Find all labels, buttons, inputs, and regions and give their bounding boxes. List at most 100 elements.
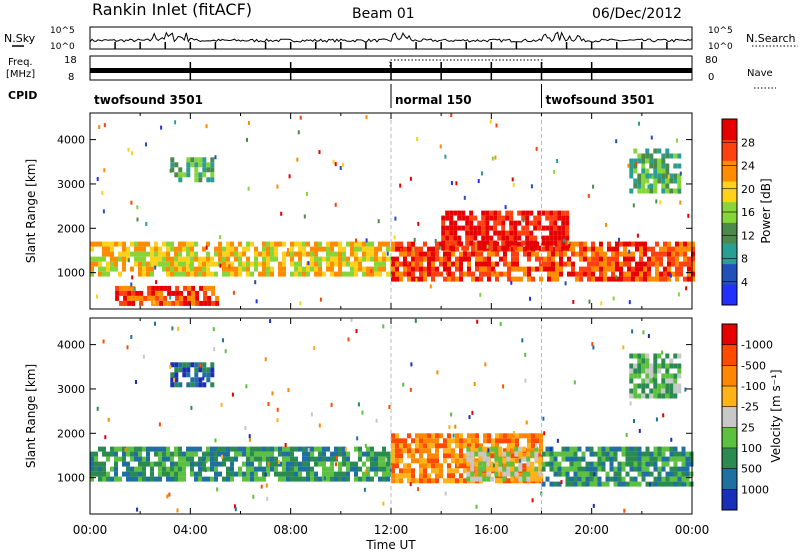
heatmap-cell: [637, 173, 642, 179]
heatmap-cell: [539, 433, 543, 439]
heatmap-cell: [461, 210, 466, 216]
heatmap-cell: [330, 246, 334, 252]
heatmap-cell: [521, 240, 526, 246]
heatmap-cell: [447, 478, 451, 484]
heatmap-cell: [479, 261, 483, 267]
heatmap-cell: [247, 121, 250, 125]
heatmap-cell: [567, 256, 571, 262]
heatmap-cell: [222, 246, 226, 252]
heatmap-cell: [282, 266, 286, 272]
heatmap-cell: [635, 276, 639, 282]
heatmap-cell: [619, 266, 623, 272]
heatmap-cell: [174, 382, 179, 388]
heatmap-cell: [166, 456, 170, 462]
heatmap-cell: [222, 451, 226, 457]
heatmap-cell: [691, 276, 695, 282]
heatmap-cell: [541, 225, 546, 231]
heatmap-cell: [649, 188, 654, 194]
heatmap-cell: [469, 220, 474, 226]
heatmap-cell: [306, 241, 310, 247]
colorbar-swatch: [722, 406, 737, 428]
heatmap-cell: [169, 168, 172, 173]
heatmap-cell: [170, 451, 174, 457]
heatmap-cell: [511, 276, 515, 282]
heatmap-cell: [631, 266, 635, 272]
heatmap-cell: [342, 476, 346, 482]
heatmap-cell: [151, 295, 156, 301]
heatmap-cell: [362, 461, 366, 467]
heatmap-cell: [486, 461, 491, 467]
heatmap-cell: [96, 177, 99, 181]
heatmap-cell: [246, 451, 250, 457]
heatmap-cell: [419, 271, 423, 277]
heatmap-cell: [435, 241, 439, 247]
heatmap-cell: [483, 266, 487, 272]
heatmap-cell: [587, 261, 591, 267]
heatmap-cell: [118, 446, 122, 452]
heatmap-cell: [467, 433, 471, 439]
heatmap-cell: [481, 215, 486, 221]
heatmap-cell: [615, 241, 619, 247]
colorbar-tick-label: 1000: [741, 483, 769, 496]
heatmap-cell: [529, 296, 531, 301]
heatmap-cell: [154, 251, 158, 257]
heatmap-cell: [588, 299, 591, 304]
heatmap-cell: [342, 471, 346, 477]
heatmap-cell: [662, 413, 665, 418]
heatmap-cell: [415, 246, 419, 252]
heatmap-cell: [581, 456, 586, 462]
heatmap-cell: [669, 446, 674, 452]
heatmap-cell: [649, 363, 654, 369]
heatmap-cell: [102, 256, 106, 262]
heatmap-cell: [350, 246, 354, 252]
heatmap-cell: [194, 461, 198, 467]
heatmap-cell: [565, 235, 570, 241]
heatmap-cell: [198, 377, 203, 383]
heatmap-cell: [182, 271, 186, 277]
heatmap-cell: [557, 451, 562, 457]
heatmap-cell: [130, 476, 134, 482]
heatmap-cell: [661, 173, 666, 179]
heatmap-cell: [102, 246, 106, 252]
heatmap-cell: [545, 461, 550, 467]
heatmap-cell: [601, 466, 606, 472]
heatmap-cell: [115, 285, 120, 291]
heatmap-cell: [234, 507, 237, 512]
heatmap-cell: [567, 240, 570, 245]
heatmap-cell: [314, 261, 318, 267]
heatmap-cell: [677, 363, 682, 369]
heatmap-cell: [677, 153, 682, 159]
heatmap-cell: [615, 251, 619, 257]
heatmap-cell: [282, 466, 286, 472]
heatmap-cell: [230, 446, 234, 452]
heatmap-cell: [334, 451, 338, 457]
heatmap-cell: [215, 295, 220, 301]
heatmap-cell: [510, 466, 515, 472]
heatmap-cell: [284, 443, 287, 447]
heatmap-cell: [138, 466, 142, 472]
heatmap-cell: [605, 456, 610, 462]
heatmap-cell: [114, 456, 118, 462]
heatmap-cell: [318, 256, 322, 262]
heatmap-cell: [102, 471, 106, 477]
heatmap-cell: [419, 463, 423, 469]
heatmap-cell: [553, 225, 558, 231]
heatmap-cell: [649, 158, 654, 164]
heatmap-cell: [623, 276, 627, 282]
heatmap-cell: [545, 446, 550, 452]
heatmap-cell: [395, 433, 399, 439]
heatmap-cell: [377, 219, 380, 224]
heatmap-cell: [411, 261, 415, 267]
heatmap-cell: [487, 256, 491, 262]
heatmap-cell: [467, 266, 471, 272]
heatmap-cell: [655, 251, 659, 257]
heatmap-cell: [290, 251, 294, 257]
heatmap-cell: [653, 373, 658, 379]
heatmap-cell: [653, 388, 658, 394]
heatmap-cell: [523, 266, 527, 272]
heatmap-cell: [366, 466, 370, 472]
heatmap-cell: [124, 447, 127, 452]
heatmap-cell: [613, 446, 618, 452]
heatmap-cell: [130, 200, 133, 205]
heatmap-cell: [174, 466, 178, 472]
